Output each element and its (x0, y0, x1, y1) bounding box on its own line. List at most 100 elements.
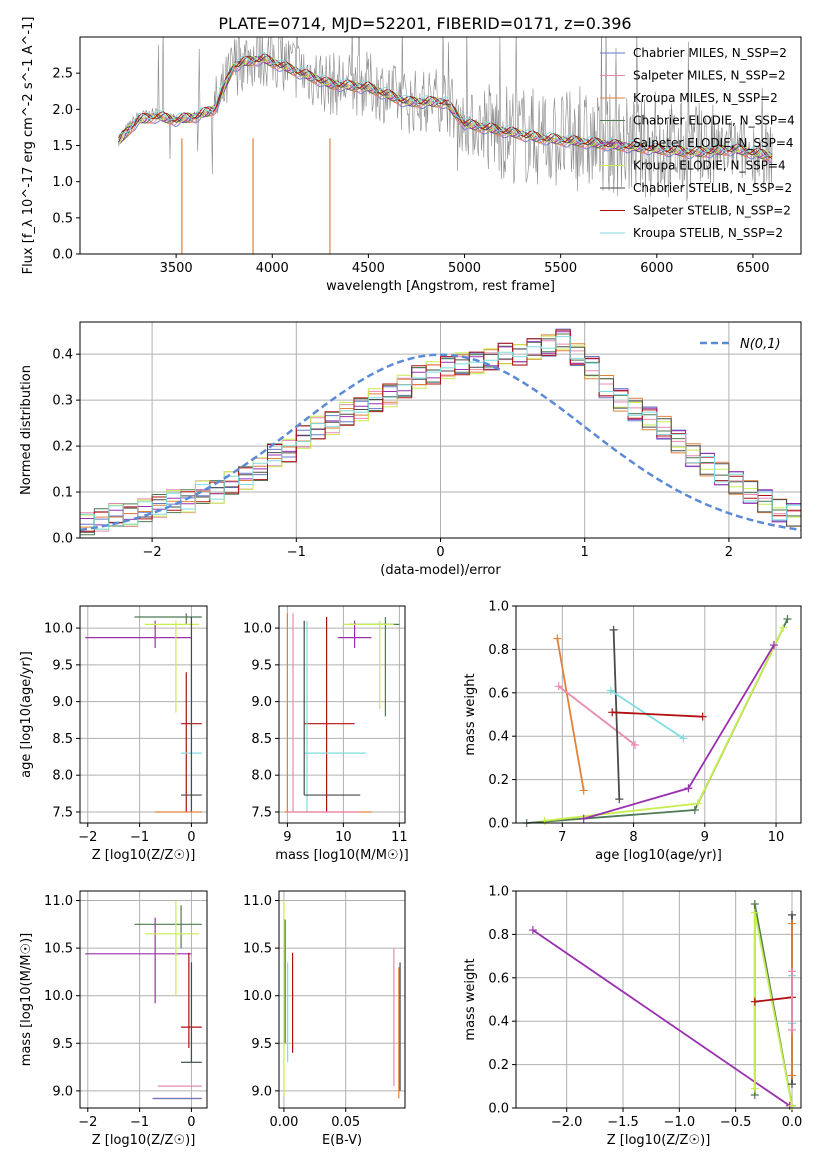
plot-area (85, 613, 202, 813)
legend-entry: Salpeter MILES, N_SSP=2 (633, 69, 786, 83)
legend: N(0,1) (700, 337, 781, 352)
y-tick-label: 0.0 (52, 248, 73, 263)
series-point (579, 786, 588, 795)
y-tick-label: 0.6 (488, 686, 509, 701)
x-tick-label: −1 (130, 1115, 149, 1130)
y-tick-label: 2.0 (52, 103, 73, 118)
series-model-line (118, 51, 773, 157)
y-tick-label: 10.0 (44, 989, 73, 1004)
chart-age_vs_Z: −2 −1 0 7.5 8.0 8.5 9.0 9.5 10.0 Z [log10(Z/Z☉)] a… (19, 605, 208, 863)
y-tick-label: 9.0 (251, 1084, 272, 1099)
chart-mass_vs_Z: −2 −1 0 9.0 9.5 10.0 10.5 11.0 Z [log10(Z/Z☉)] ma… (19, 890, 208, 1148)
x-tick-label: 11 (391, 830, 408, 845)
series-point (750, 997, 759, 1006)
legend-entry: Kroupa ELODIE, N_SSP=4 (633, 159, 786, 173)
y-tick-label: 1.0 (488, 600, 509, 615)
x-tick-label: 4500 (352, 261, 385, 276)
series-line (558, 685, 636, 746)
x-tick-label: 1 (581, 545, 589, 560)
y-tick-label: 8.5 (52, 732, 73, 747)
y-tick-label: 10.0 (44, 622, 73, 637)
legend-entry: Chabrier ELODIE, N_SSP=4 (633, 114, 795, 128)
y-tick-label: 11.0 (243, 894, 272, 909)
x-tick-label: 6000 (640, 261, 673, 276)
x-tick-label: 10 (335, 830, 352, 845)
series-model-line (118, 53, 773, 158)
series-point (787, 910, 796, 919)
series-point (540, 816, 549, 825)
x-axis-label: wavelength [Angstrom, rest frame] (326, 279, 555, 294)
x-tick-label: 2 (725, 545, 733, 560)
y-tick-label: 1.5 (52, 139, 73, 154)
series-point (787, 1071, 796, 1080)
y-tick-label: 0.0 (488, 1102, 509, 1117)
series-point (684, 784, 693, 793)
x-tick-label: −1.0 (664, 1115, 696, 1130)
x-tick-label: −1 (130, 830, 149, 845)
series-point (787, 1025, 796, 1034)
x-tick-label: 10 (768, 830, 785, 845)
series-point (554, 682, 563, 691)
series-point (679, 734, 688, 743)
plot-area (79, 328, 802, 536)
x-tick-label: 0 (187, 830, 195, 845)
legend: Chabrier MILES, N_SSP=2 Salpeter MILES, N… (600, 46, 795, 240)
y-tick-label: 9.5 (52, 1037, 73, 1052)
x-tick-label: 4000 (256, 261, 289, 276)
axes-frame (79, 605, 208, 824)
y-tick-label: 0.1 (52, 486, 73, 501)
series-point (698, 712, 707, 721)
chart-age_vs_mass: 9 10 11 7.5 8.0 8.5 9.0 9.5 10.0 mass [log10(M/M☉… (243, 605, 409, 863)
series-point (630, 740, 639, 749)
axes-frame (79, 890, 208, 1109)
y-axis-label: mass [log10(M/M☉)] (19, 933, 34, 1066)
y-tick-label: 8.0 (52, 769, 73, 784)
y-tick-label: 9.5 (251, 1037, 272, 1052)
y-tick-label: 7.5 (52, 805, 73, 820)
series-point (608, 708, 617, 717)
x-tick-label: −1 (287, 545, 306, 560)
series-point (693, 799, 702, 808)
legend-entry: Salpeter ELODIE, N_SSP=4 (633, 136, 794, 150)
series-line (544, 627, 785, 822)
series-line (583, 644, 775, 820)
series-line (612, 711, 703, 718)
y-tick-label: 11.0 (44, 894, 73, 909)
series-point (750, 900, 759, 909)
normal-curve (79, 353, 802, 532)
x-axis-label: E(B-V) (322, 1133, 362, 1148)
y-axis-label: mass weight (463, 673, 478, 755)
x-axis-label: (data-model)/error (380, 563, 501, 578)
series-point (787, 1080, 796, 1089)
series-line (532, 929, 791, 1107)
y-axis-label: mass weight (463, 958, 478, 1040)
series-point (779, 623, 788, 632)
x-tick-label: −0.5 (720, 1115, 752, 1130)
histogram-step (80, 336, 801, 530)
series-point (579, 814, 588, 823)
series-line (754, 996, 793, 1003)
y-tick-label: 0.2 (488, 773, 509, 788)
y-tick-label: 1.0 (52, 175, 73, 190)
plot-area (118, 37, 773, 254)
plot-area (522, 615, 792, 827)
x-tick-label: 8 (629, 830, 637, 845)
x-tick-label: 0 (436, 545, 444, 560)
x-tick-label: 0 (187, 1115, 195, 1130)
y-tick-label: 2.5 (52, 67, 73, 82)
x-axis-label: age [log10(age/yr)] (595, 848, 722, 863)
x-tick-label: −1.5 (607, 1115, 639, 1130)
x-tick-label: 0.0 (782, 1115, 803, 1130)
chart-spectrum: 3500 4000 4500 5000 5500 6000 6500 0.0 0.5 1.0 1.5… (21, 17, 802, 294)
y-tick-label: 9.0 (52, 1084, 73, 1099)
x-tick-label: −2 (78, 1115, 97, 1130)
series-point (609, 625, 618, 634)
y-tick-label: 10.0 (243, 989, 272, 1004)
y-tick-label: 0.4 (488, 730, 509, 745)
y-tick-label: 0.0 (52, 532, 73, 547)
series-point (750, 908, 759, 917)
legend-entry: N(0,1) (740, 337, 781, 352)
x-tick-label: 9 (283, 830, 291, 845)
plot-area (283, 900, 401, 1099)
x-tick-label: 5000 (448, 261, 481, 276)
